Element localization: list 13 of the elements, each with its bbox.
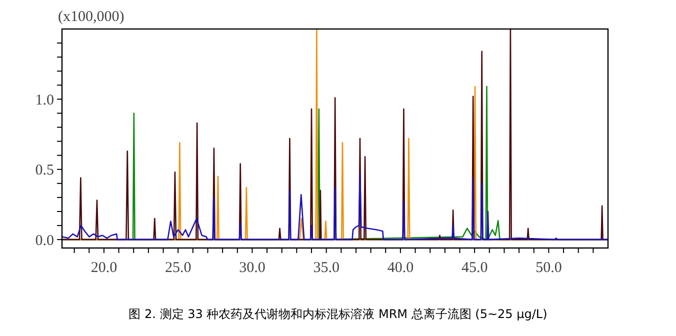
text: 图 2. 测定 33 种农药及代谢物和内标混标溶液 MRM 总离子流图 (5~25 μg/L)	[128, 307, 548, 321]
x-tick-label: 50.0	[536, 260, 562, 276]
x-tick-label: 35.0	[313, 260, 340, 276]
x-tick-label: 40.0	[387, 260, 414, 276]
x-tick-label: 45.0	[461, 260, 488, 276]
y-tick-label: 0.0	[35, 232, 54, 249]
x-tick-label: 30.0	[239, 260, 266, 276]
line-series	[62, 172, 608, 240]
y-tick-label: 0.5	[35, 162, 54, 179]
x-tick-label: 25.0	[164, 260, 192, 276]
x-tick-label: 20.0	[90, 260, 118, 276]
y-axis-title: (x100,000)	[58, 9, 124, 25]
y-tick-label: 1.0	[35, 92, 54, 108]
